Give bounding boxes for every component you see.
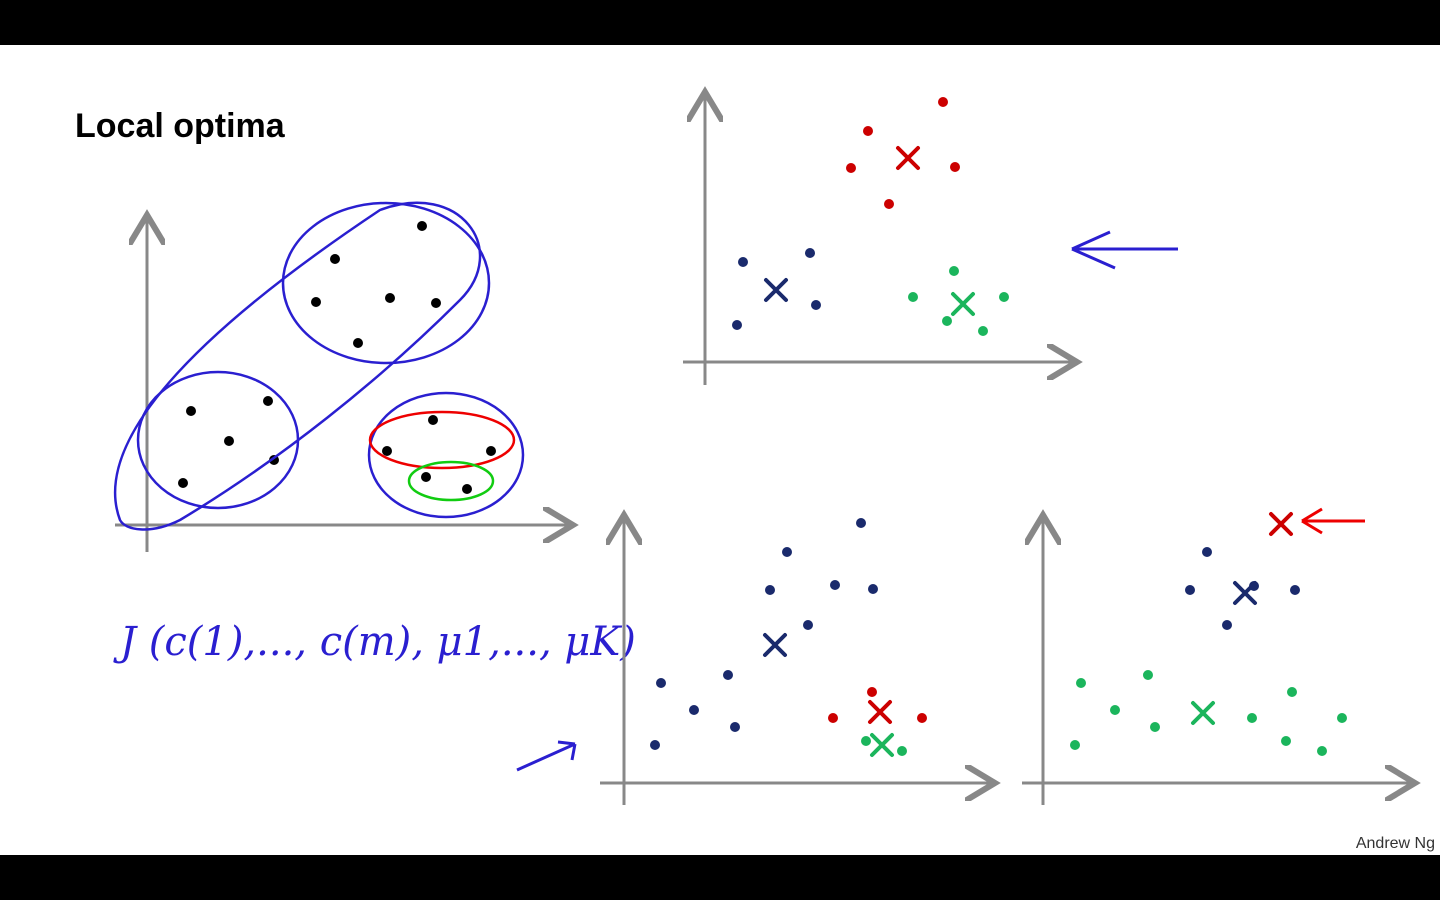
plot-bottom-mid [516, 515, 995, 805]
formula: J (c(1),..., c(m), μ1,..., μK) [113, 619, 636, 665]
plot-left [113, 201, 573, 552]
plot-top [683, 92, 1178, 385]
credit: Andrew Ng [1356, 835, 1435, 852]
plot-bottom-right [1022, 507, 1415, 805]
title: Local optima [75, 107, 286, 145]
slide-bg [0, 45, 1440, 855]
